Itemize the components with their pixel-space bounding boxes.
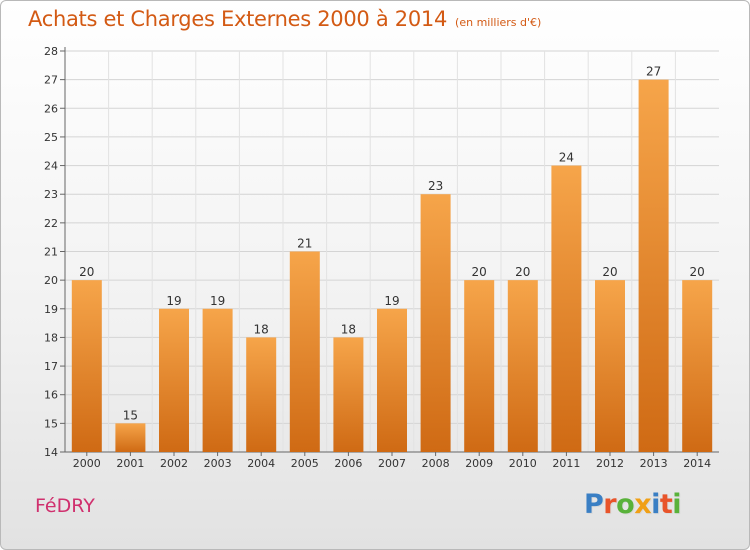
y-tick-label: 17 (44, 360, 58, 373)
bars (71, 79, 713, 453)
bar-2001 (115, 423, 146, 452)
x-tick-label: 2014 (683, 457, 711, 470)
x-tick-label: 2000 (73, 457, 101, 470)
proxiti-logo[interactable]: Proxiti (584, 489, 682, 520)
data-labels: 20 15 19 19 18 21 18 19 23 20 20 24 20 27 20 (79, 65, 705, 423)
bar-2004 (246, 337, 277, 452)
data-label: 19 (210, 294, 225, 308)
bar-2009 (464, 280, 495, 452)
data-label: 20 (602, 265, 617, 279)
x-tick-label: 2008 (422, 457, 450, 470)
y-tick-label: 20 (44, 274, 58, 287)
y-tick-label: 14 (44, 446, 58, 459)
logo-letter: o (616, 489, 635, 520)
logo-letter: x (634, 489, 652, 520)
y-tick-label: 22 (44, 217, 58, 230)
x-tick-label: 2005 (291, 457, 319, 470)
bar-2008 (420, 194, 451, 452)
data-label: 18 (254, 322, 269, 336)
x-tick-label: 2006 (334, 457, 362, 470)
logo-letter: i (651, 489, 660, 520)
y-tick-label: 28 (44, 45, 58, 58)
data-label: 20 (515, 265, 530, 279)
x-tick-label: 2009 (465, 457, 493, 470)
x-tick-label: 2007 (378, 457, 406, 470)
data-label: 20 (79, 265, 94, 279)
y-tick-label: 23 (44, 188, 58, 201)
y-tick-label: 15 (44, 417, 58, 430)
x-tick-label: 2002 (160, 457, 188, 470)
bar-2012 (595, 280, 625, 452)
y-tick-label: 16 (44, 389, 58, 402)
logo-letter: i (672, 489, 682, 520)
y-tick-label: 26 (44, 102, 58, 115)
commune-name: FéDRY (35, 495, 95, 517)
bar-2013 (638, 79, 669, 453)
y-tick-label: 18 (44, 331, 58, 344)
x-tick-label: 2001 (116, 457, 144, 470)
bar-2007 (377, 308, 407, 452)
data-label: 23 (428, 179, 443, 193)
bar-2005 (289, 251, 320, 452)
x-tick-label: 2003 (204, 457, 232, 470)
y-tick-label: 27 (44, 74, 58, 87)
data-label: 19 (384, 294, 399, 308)
y-tick-label: 19 (44, 303, 58, 316)
data-label: 27 (646, 65, 661, 79)
y-tick-label: 24 (44, 160, 58, 173)
bar-2010 (507, 280, 538, 452)
x-tick-label: 2010 (509, 457, 537, 470)
data-label: 20 (472, 265, 487, 279)
logo-letter: r (603, 489, 617, 520)
logo-letter: t (659, 489, 673, 520)
bar-2014 (682, 280, 713, 452)
bar-2002 (159, 308, 189, 452)
bar-2003 (202, 308, 233, 452)
data-label: 21 (297, 237, 312, 251)
y-tick-label: 25 (44, 131, 58, 144)
chart-unit: (en milliers d'€) (455, 16, 542, 29)
x-tick-label: 2012 (596, 457, 624, 470)
data-label: 18 (341, 322, 356, 336)
chart-title-text: Achats et Charges Externes 2000 à 2014 (28, 7, 448, 31)
x-tick-label: 2013 (640, 457, 668, 470)
data-label: 20 (690, 265, 705, 279)
x-tick-label: 2004 (247, 457, 275, 470)
x-tick-label: 2011 (552, 457, 580, 470)
chart-title: Achats et Charges Externes 2000 à 2014 (e… (28, 7, 541, 31)
y-tick-label: 21 (44, 246, 58, 259)
data-label: 24 (559, 151, 574, 165)
bar-2006 (333, 337, 364, 452)
logo-letter: P (584, 489, 604, 520)
data-label: 15 (123, 408, 138, 422)
bar-2011 (551, 165, 582, 453)
data-label: 19 (166, 294, 181, 308)
bar-2000 (71, 280, 102, 452)
